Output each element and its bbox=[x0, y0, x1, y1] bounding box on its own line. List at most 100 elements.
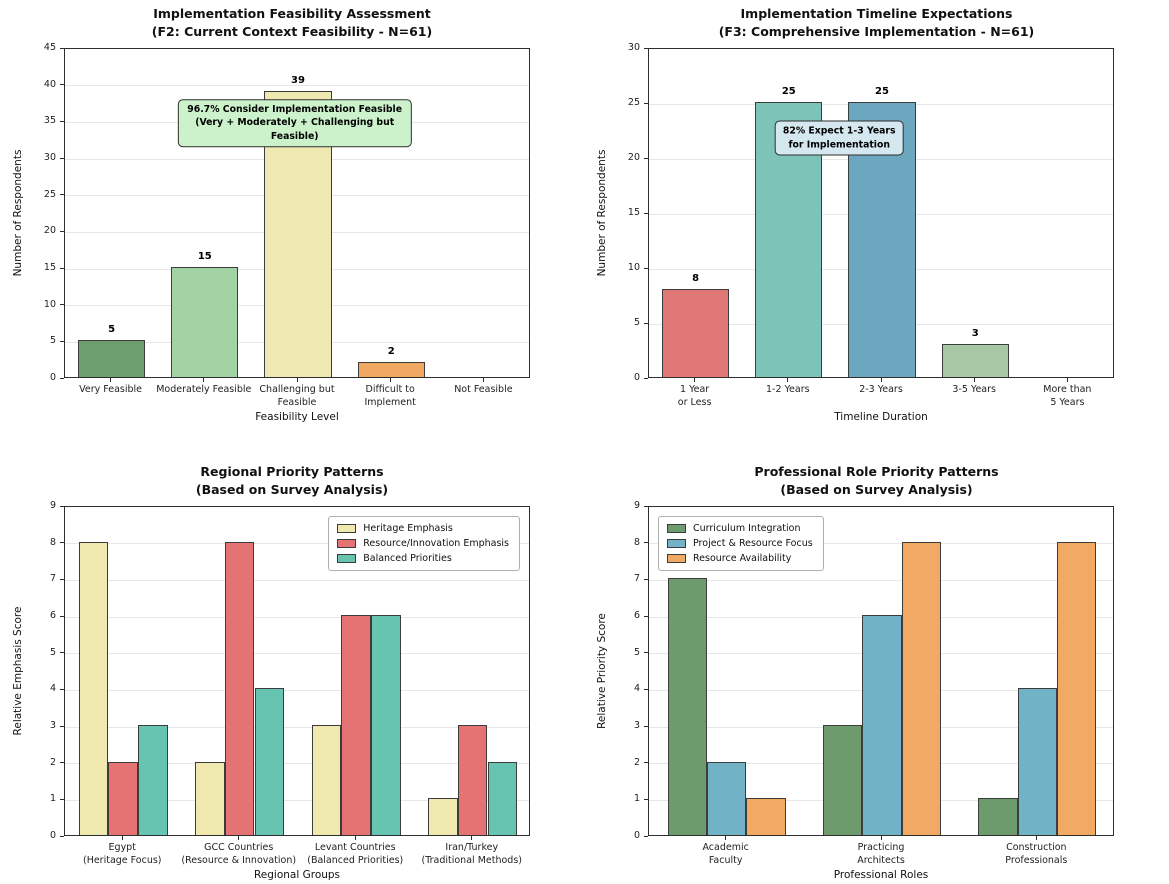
plot-area: 5 15 39 2 96.7% Consider Implementation Feas… bbox=[64, 48, 530, 378]
y-tick-label: 9 bbox=[49, 500, 56, 511]
y-tick-label: 9 bbox=[633, 500, 640, 511]
y-axis-label: Number of Respondents bbox=[596, 149, 608, 277]
bar bbox=[341, 615, 371, 835]
x-tick-mark bbox=[482, 378, 485, 382]
legend-item: Heritage Emphasis bbox=[337, 523, 509, 534]
y-tick-label: 0 bbox=[633, 830, 640, 841]
bar bbox=[662, 289, 730, 377]
bar bbox=[357, 362, 425, 377]
gridline bbox=[65, 726, 529, 728]
y-tick-label: 6 bbox=[633, 610, 640, 621]
gridline bbox=[65, 85, 529, 87]
y-tick-label: 10 bbox=[627, 262, 640, 273]
chart-regional-priorities: Regional Priority Patterns (Based on Sur… bbox=[0, 440, 584, 884]
x-tick-label: 3-5 Years bbox=[952, 384, 996, 395]
y-tick-mark bbox=[60, 688, 64, 691]
bar bbox=[428, 798, 458, 835]
x-tick-mark bbox=[471, 836, 473, 840]
y-tick-mark bbox=[60, 725, 64, 727]
y-tick-mark bbox=[644, 505, 648, 507]
x-tick-label: Not Feasible bbox=[454, 384, 513, 395]
bar bbox=[822, 725, 863, 835]
bar bbox=[78, 340, 146, 377]
x-tick-label: Difficult to Implement bbox=[364, 384, 416, 408]
legend-item: Resource Availability bbox=[667, 553, 813, 564]
x-tick-label: Very Feasible bbox=[79, 384, 143, 395]
bar bbox=[901, 541, 942, 835]
y-tick-label: 15 bbox=[43, 262, 56, 273]
x-tick-label: Egypt (Heritage Focus) bbox=[82, 842, 162, 866]
x-tick-mark bbox=[121, 836, 123, 840]
bar bbox=[78, 541, 109, 835]
y-tick-label: 6 bbox=[49, 610, 56, 621]
y-tick-mark bbox=[60, 194, 64, 196]
y-tick-label: 20 bbox=[43, 225, 56, 237]
bar-value-label: 39 bbox=[291, 75, 305, 86]
legend-label: Curriculum Integration bbox=[693, 523, 801, 534]
y-tick-label: 2 bbox=[633, 756, 640, 768]
y-tick-label: 5 bbox=[633, 646, 640, 658]
legend-label: Project & Resource Focus bbox=[693, 538, 813, 549]
y-axis-label: Number of Respondents bbox=[12, 149, 24, 277]
y-tick-label: 25 bbox=[627, 97, 640, 108]
legend: Heritage Emphasis Resource/Innovation Emp… bbox=[328, 516, 520, 571]
bar bbox=[941, 344, 1009, 377]
y-tick-label: 0 bbox=[633, 372, 640, 383]
x-axis-label: Timeline Duration bbox=[834, 411, 928, 423]
y-tick-label: 5 bbox=[49, 335, 56, 347]
bar bbox=[138, 725, 168, 835]
x-tick-label: Construction Professionals bbox=[1005, 842, 1068, 866]
x-tick-label: Levant Countries (Balanced Priorities) bbox=[307, 842, 404, 866]
x-tick-mark bbox=[389, 378, 391, 382]
bar-value-label: 5 bbox=[108, 324, 116, 336]
y-tick-mark bbox=[60, 340, 64, 343]
y-tick-label: 1 bbox=[49, 793, 56, 805]
x-tick-label: More than 5 Years bbox=[1043, 384, 1092, 408]
y-axis-label: Relative Emphasis Score bbox=[12, 606, 24, 736]
y-tick-mark bbox=[60, 47, 64, 49]
y-tick-label: 30 bbox=[43, 152, 56, 163]
x-tick-mark bbox=[694, 378, 696, 382]
x-tick-mark bbox=[238, 836, 240, 840]
x-tick-label: 1-2 Years bbox=[765, 384, 810, 395]
y-tick-mark bbox=[60, 377, 64, 379]
x-tick-label: Iran/Turkey (Traditional Methods) bbox=[421, 842, 522, 866]
x-tick-mark bbox=[880, 836, 882, 840]
y-tick-label: 15 bbox=[627, 207, 640, 218]
y-tick-label: 0 bbox=[49, 830, 56, 841]
x-tick-label: 1 Year or Less bbox=[677, 384, 712, 408]
legend-swatch bbox=[337, 539, 357, 548]
bar bbox=[746, 798, 786, 835]
bar-value-label: 8 bbox=[692, 273, 700, 284]
y-tick-label: 10 bbox=[43, 298, 56, 310]
bar bbox=[487, 761, 517, 835]
y-tick-mark bbox=[60, 615, 64, 617]
y-tick-mark bbox=[60, 835, 64, 837]
bar bbox=[311, 725, 342, 835]
y-tick-mark bbox=[644, 615, 648, 617]
y-tick-mark bbox=[60, 652, 64, 654]
bar bbox=[254, 688, 284, 835]
annotation-box: 96.7% Consider Implementation Feasible (… bbox=[177, 99, 412, 148]
bar-value-label: 25 bbox=[875, 86, 889, 97]
x-tick-mark bbox=[1035, 836, 1038, 840]
x-tick-label: Moderately Feasible bbox=[156, 384, 252, 395]
y-tick-label: 3 bbox=[49, 720, 56, 731]
y-tick-label: 7 bbox=[49, 573, 56, 585]
bar bbox=[706, 761, 747, 835]
x-tick-mark bbox=[354, 836, 356, 840]
x-tick-label: GCC Countries (Resource & Innovation) bbox=[181, 842, 297, 866]
bar bbox=[667, 578, 707, 835]
gridline bbox=[65, 689, 529, 691]
bar bbox=[224, 541, 255, 835]
bar-value-label: 2 bbox=[387, 346, 395, 358]
chart-title: Implementation Feasibility Assessment (F… bbox=[151, 6, 433, 39]
x-tick-mark bbox=[973, 378, 975, 382]
legend-item: Resource/Innovation Emphasis bbox=[337, 538, 509, 549]
y-tick-mark bbox=[644, 578, 648, 581]
y-tick-mark bbox=[60, 505, 64, 507]
x-tick-mark bbox=[787, 378, 789, 382]
bar bbox=[171, 267, 239, 377]
y-tick-label: 35 bbox=[43, 115, 56, 127]
bar-value-label: 25 bbox=[781, 86, 796, 97]
